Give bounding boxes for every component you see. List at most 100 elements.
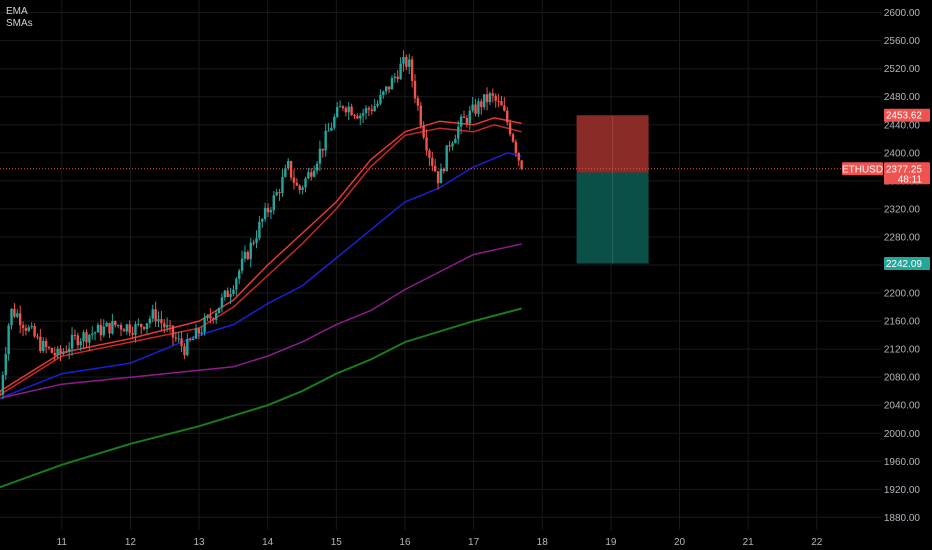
candle-body[interactable] (209, 315, 212, 319)
candle-body[interactable] (324, 130, 327, 151)
candle-body[interactable] (413, 80, 417, 99)
candle-body[interactable] (88, 334, 91, 343)
candle-body[interactable] (252, 242, 255, 244)
candle-body[interactable] (468, 110, 471, 124)
candle-body[interactable] (140, 323, 143, 328)
candle-body[interactable] (246, 251, 250, 260)
candle-body[interactable] (439, 168, 443, 184)
candle-body[interactable] (431, 157, 434, 166)
candle-body[interactable] (249, 242, 252, 260)
candle-body[interactable] (177, 338, 180, 340)
candle-body[interactable] (50, 348, 54, 353)
candle-body[interactable] (471, 104, 474, 111)
candle-body[interactable] (206, 315, 209, 319)
candle-body[interactable] (341, 106, 345, 109)
candle-body[interactable] (214, 313, 218, 320)
candle-body[interactable] (79, 341, 82, 346)
candle-body[interactable] (425, 137, 428, 151)
candle-body[interactable] (335, 107, 339, 117)
candle-body[interactable] (301, 187, 304, 190)
candle-body[interactable] (457, 126, 460, 139)
candle-body[interactable] (151, 309, 154, 319)
candle-body[interactable] (223, 290, 226, 298)
candle-body[interactable] (445, 145, 448, 172)
candle-body[interactable] (4, 354, 7, 376)
candle-body[interactable] (7, 325, 10, 355)
candle-body[interactable] (114, 320, 117, 326)
candle-body[interactable] (364, 108, 368, 114)
legend-smas[interactable]: SMAs (6, 18, 33, 29)
candle-body[interactable] (405, 57, 408, 67)
candle-body[interactable] (137, 323, 140, 325)
candle-body[interactable] (194, 328, 198, 339)
candle-body[interactable] (269, 210, 273, 213)
candle-body[interactable] (226, 290, 229, 298)
candle-body[interactable] (310, 172, 313, 177)
candle-body[interactable] (33, 326, 36, 337)
candle-body[interactable] (108, 322, 111, 334)
candle-body[interactable] (503, 105, 506, 111)
candle-body[interactable] (462, 116, 466, 119)
candle-body[interactable] (361, 113, 365, 116)
candle-body[interactable] (459, 116, 463, 127)
candle-body[interactable] (281, 176, 284, 194)
candle-body[interactable] (508, 122, 512, 135)
candle-body[interactable] (321, 148, 324, 151)
candle-body[interactable] (451, 143, 454, 147)
candle-body[interactable] (65, 351, 68, 353)
candle-body[interactable] (520, 160, 523, 169)
candle-body[interactable] (122, 329, 126, 332)
candle-body[interactable] (416, 98, 420, 106)
candle-body[interactable] (53, 352, 56, 356)
candle-body[interactable] (494, 95, 497, 101)
candle-body[interactable] (134, 324, 137, 335)
candle-body[interactable] (21, 325, 25, 328)
candle-body[interactable] (255, 238, 258, 243)
candle-body[interactable] (62, 351, 65, 354)
candle-body[interactable] (382, 91, 385, 95)
indicator-legend[interactable]: EMA SMAs (6, 6, 33, 30)
candle-body[interactable] (243, 251, 247, 259)
candle-body[interactable] (307, 172, 310, 179)
candle-body[interactable] (174, 337, 178, 339)
candle-body[interactable] (387, 86, 391, 90)
candle-body[interactable] (295, 182, 299, 186)
candle-body[interactable] (99, 324, 103, 336)
candle-body[interactable] (191, 338, 195, 341)
candle-body[interactable] (24, 327, 28, 331)
candle-body[interactable] (292, 177, 296, 183)
candle-body[interactable] (263, 207, 267, 219)
candle-body[interactable] (298, 185, 301, 190)
candle-body[interactable] (82, 332, 85, 342)
candle-body[interactable] (154, 309, 157, 322)
candle-body[interactable] (240, 258, 244, 271)
candle-body[interactable] (47, 347, 51, 349)
candle-body[interactable] (408, 59, 411, 67)
candle-body[interactable] (102, 326, 105, 336)
candle-body[interactable] (390, 78, 394, 90)
candle-body[interactable] (148, 318, 152, 324)
candle-body[interactable] (491, 93, 495, 96)
candle-body[interactable] (145, 323, 149, 329)
candle-body[interactable] (384, 86, 388, 92)
candle-body[interactable] (212, 318, 215, 320)
candle-body[interactable] (448, 145, 451, 147)
candle-body[interactable] (275, 192, 278, 196)
candle-body[interactable] (514, 141, 518, 153)
candle-body[interactable] (67, 348, 71, 353)
candle-body[interactable] (419, 105, 422, 126)
candle-body[interactable] (454, 138, 457, 144)
candle-body[interactable] (180, 338, 183, 347)
candle-body[interactable] (128, 324, 131, 333)
candle-body[interactable] (338, 106, 342, 108)
candle-body[interactable] (96, 324, 100, 333)
candle-body[interactable] (125, 324, 129, 332)
candle-body[interactable] (73, 334, 77, 336)
stop-loss-zone[interactable] (576, 115, 649, 173)
candle-body[interactable] (13, 308, 16, 317)
candle-body[interactable] (1, 375, 5, 395)
candle-body[interactable] (232, 289, 235, 295)
candle-body[interactable] (482, 94, 486, 108)
candle-body[interactable] (480, 101, 483, 108)
